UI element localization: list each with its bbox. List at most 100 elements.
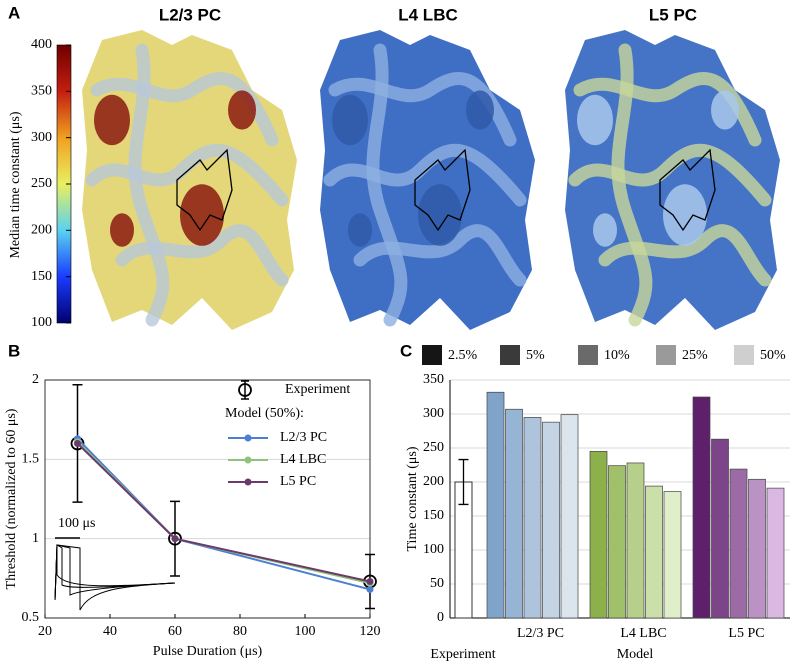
legend-symbol [244,434,252,442]
surface-patch [228,90,256,130]
surface-ridge [85,143,289,207]
bar [711,438,729,619]
panel-label: B [8,341,20,360]
brain-surface: L2/3 PC [82,5,297,330]
surface-ridge [611,43,653,327]
series-point [366,578,374,586]
colorbar-tick-label: 350 [31,84,52,99]
y-tick-label: 2 [32,372,39,387]
legend-swatch [656,345,676,365]
surface-patch [180,184,224,246]
y-tick-label: 0.5 [22,610,40,625]
y-axis-label: Threshold (normalized to 60 μs) [4,408,19,589]
x-tick-label: L5 PC [728,626,764,641]
surface-ridge [128,43,170,327]
legend-swatch [734,345,754,365]
bar [748,478,766,619]
x-tick-label: 120 [360,624,381,639]
y-tick-label: 1.5 [22,452,40,467]
plot-frame [44,379,371,619]
y-tick-label: 50 [430,576,444,591]
inset-trace [54,544,176,601]
bar [505,408,523,619]
inset-label: 100 μs [58,516,95,531]
bar [523,417,542,619]
legend-swatch [500,345,520,365]
x-axis-label: Pulse Duration (μs) [153,644,263,659]
surface-ridge [323,143,527,207]
surface-patch [466,90,494,130]
x-tick-label: L2/3 PC [517,626,564,641]
colorbar-label: Median time constant (μs) [8,111,23,258]
colorbar-tick-label: 250 [31,176,52,191]
colorbar-tick-label: 150 [31,269,52,284]
panel-title: L4 LBC [398,5,458,24]
bar [486,391,505,619]
legend-label: 2.5% [448,348,478,363]
bar [608,465,626,619]
y-tick-label: 350 [423,372,444,387]
colorbar-tick-label: 300 [31,130,52,145]
legend-label: L5 PC [280,474,316,489]
bar [542,421,560,619]
x-tick-label: 60 [168,624,182,639]
error-bar [458,458,469,506]
series-point [366,585,374,593]
x-tick-label: 40 [103,624,117,639]
y-tick-label: 0 [437,610,444,625]
x-tick-label: 20 [38,624,52,639]
surface-patch [593,213,617,247]
x-group-label: Experiment [430,647,495,662]
roi-outline [659,148,716,232]
surface-patch [348,213,372,247]
y-tick-label: 100 [423,542,444,557]
legend-symbol [244,456,252,464]
experiment-point [168,531,182,546]
panel-title: L5 PC [649,5,697,24]
legend-label: Experiment [285,382,350,397]
legend-label: 25% [682,348,708,363]
colorbar-tick-label: 400 [31,37,52,52]
bar [589,451,608,619]
panel-label: A [8,3,20,22]
legend-symbol [238,383,252,397]
colorbar-tick-label: 200 [31,223,52,238]
y-tick-label: 300 [423,406,444,421]
legend-label: 5% [526,348,545,363]
x-tick-label: 80 [233,624,247,639]
series-point [74,439,81,447]
legend-title: Model (50%): [225,406,304,421]
y-tick-label: 150 [423,508,444,523]
surface-patch [663,184,707,246]
bar [645,485,663,619]
bar [766,487,785,619]
legend-label: L2/3 PC [280,430,327,445]
bar [692,396,711,619]
legend-label: 10% [604,348,630,363]
brain-surface: L4 LBC [320,5,535,330]
surface-patch [110,213,134,247]
x-group-label: Model [617,647,654,662]
bar [729,468,748,619]
y-tick-label: 200 [423,474,444,489]
legend-symbol [244,478,252,486]
inset-trace [54,544,176,611]
legend-label: 50% [760,348,786,363]
panel-label: C [400,341,412,360]
series-point [171,535,179,543]
y-tick-label: 1 [32,531,39,546]
legend-swatch [578,345,598,365]
colorbar-tick-label: 100 [31,315,52,330]
bar [626,462,645,619]
legend-label: L4 LBC [280,452,326,467]
panel-title: L2/3 PC [159,5,221,24]
x-tick-label: 100 [295,624,316,639]
bar [663,491,682,619]
bar [560,414,579,619]
brain-surface: L5 PC [565,5,780,330]
inset-trace [54,544,176,601]
surface-patch [418,184,462,246]
surface-ridge [366,43,408,327]
inset-trace [54,544,176,601]
